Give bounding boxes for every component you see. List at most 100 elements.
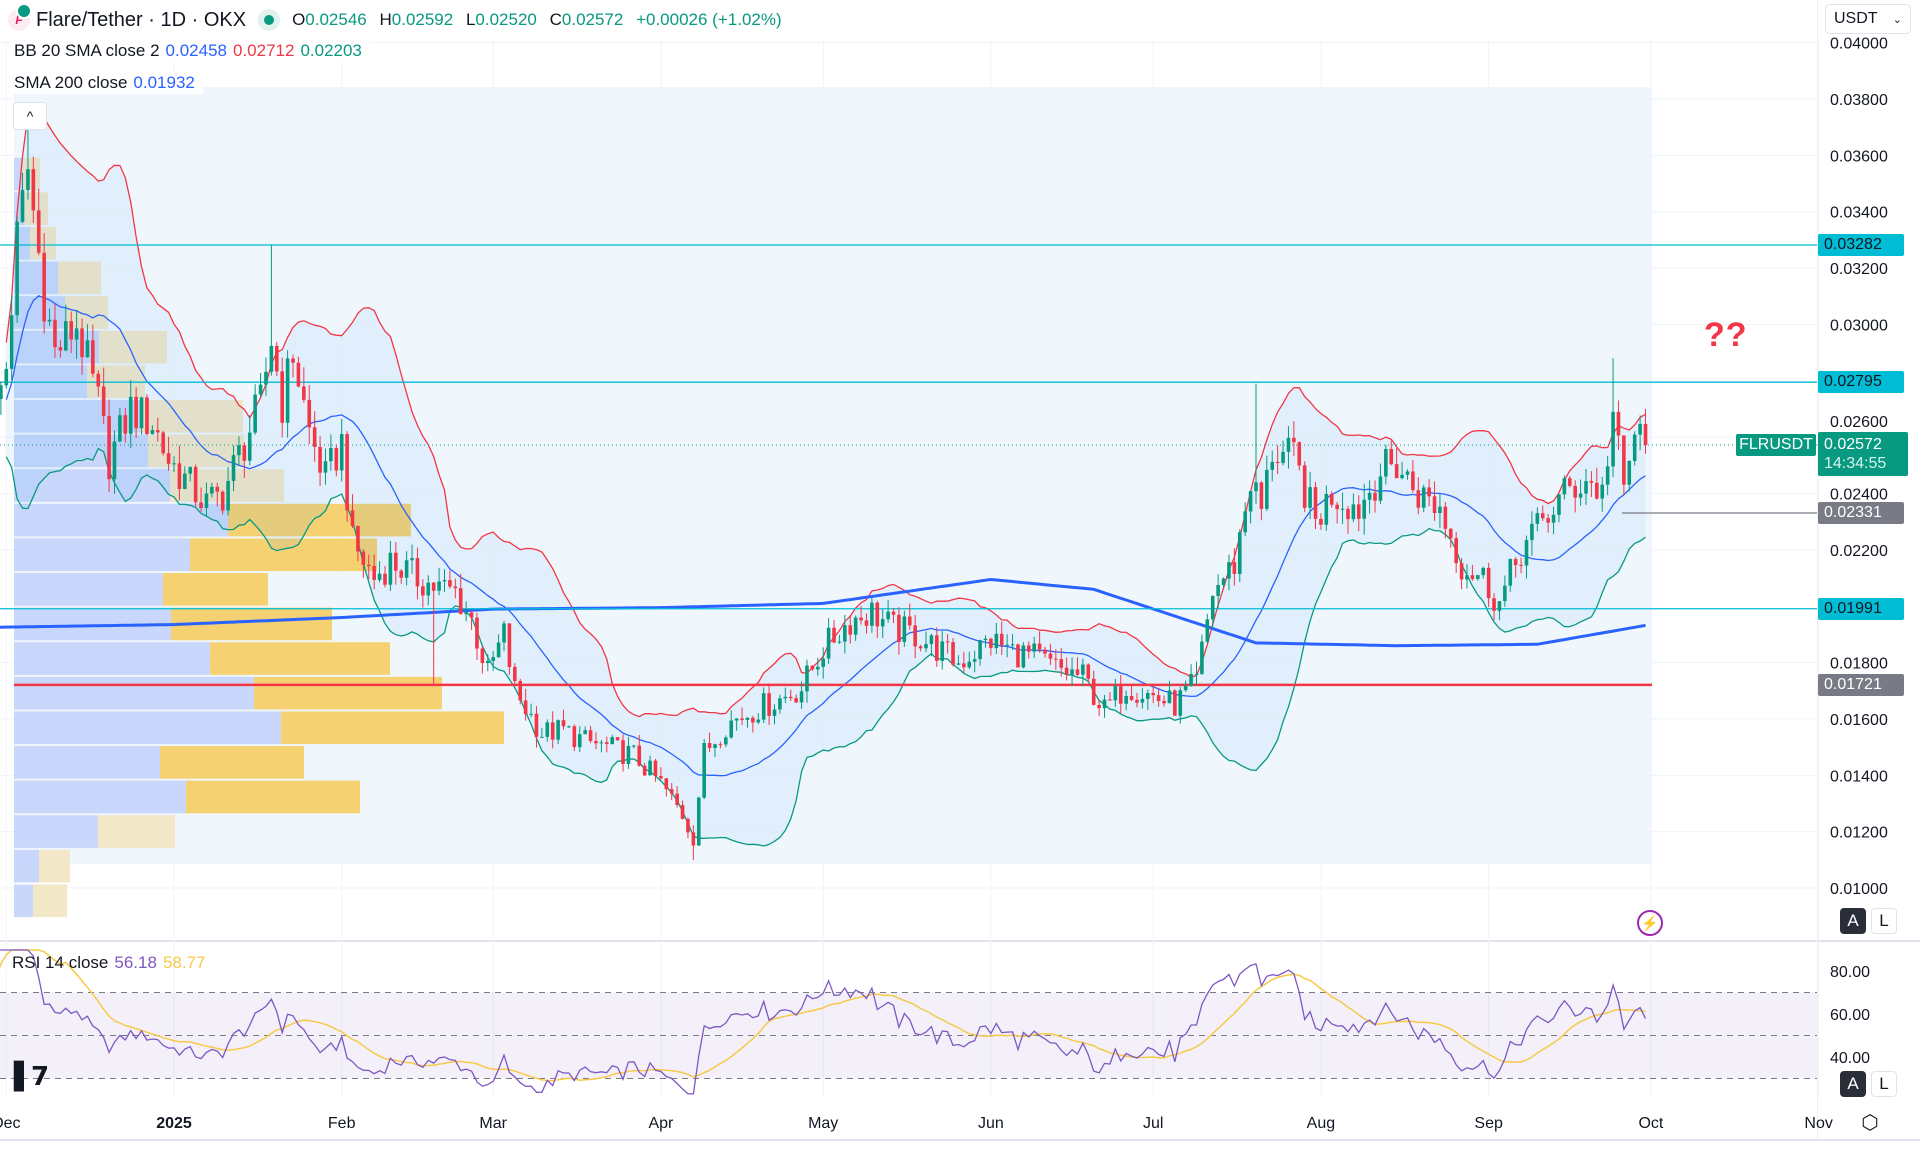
candle-body	[1005, 644, 1009, 646]
candle-body	[253, 394, 257, 433]
log-scale-button[interactable]: L	[1871, 908, 1897, 934]
symbol-title[interactable]: Flare/Tether · 1D · OKX	[36, 8, 247, 31]
symbol-header: F Flare/Tether · 1D · OKX O0.02546 H0.02…	[8, 3, 790, 36]
bb-basis-line	[5, 295, 1646, 777]
candle-body	[1508, 559, 1513, 586]
candle-body	[155, 430, 160, 433]
price-level-label: 0.02795	[1818, 371, 1904, 394]
volume-profile-buy-bar	[14, 503, 228, 537]
candle-body	[1302, 465, 1307, 508]
candle-body	[280, 371, 284, 423]
currency-select[interactable]: USDT ⌄	[1825, 4, 1911, 34]
candle-body	[193, 466, 198, 503]
candle-body	[940, 641, 945, 661]
rsi-log-scale-button[interactable]: L	[1871, 1071, 1897, 1097]
candle-body	[907, 616, 912, 626]
candle-body	[404, 560, 409, 578]
candle-body	[556, 720, 560, 740]
candle-body	[1346, 508, 1350, 520]
candle-body	[610, 737, 615, 745]
sma-legend[interactable]: SMA 200 close 0.01932	[12, 72, 203, 94]
candle-body	[172, 463, 176, 465]
candle-body	[945, 641, 950, 643]
candle-body	[989, 638, 993, 649]
time-axis-tick: Apr	[648, 1115, 674, 1132]
candle-body	[134, 396, 138, 429]
candle-body	[891, 611, 896, 615]
candle-body	[410, 558, 414, 561]
collapse-legend-button[interactable]: ^	[13, 102, 47, 130]
candle-body	[1221, 578, 1226, 586]
candle-body	[377, 573, 382, 580]
candle-body	[1216, 585, 1220, 597]
candle-body	[1632, 434, 1637, 462]
candle-body	[1535, 513, 1540, 524]
candle-body	[767, 693, 771, 716]
candle-body	[1470, 575, 1475, 579]
candle-body	[799, 691, 804, 703]
volume-profile-sell-bar	[228, 503, 411, 537]
candle-body	[177, 463, 182, 489]
candle-body	[1292, 437, 1296, 443]
candle-body	[215, 486, 220, 492]
candle-body	[80, 328, 84, 358]
candle-body	[269, 345, 274, 372]
candle-body	[204, 493, 209, 509]
candle-body	[1010, 644, 1015, 646]
candle-body	[805, 665, 809, 692]
tradingview-logo[interactable]: ▌7	[14, 1062, 49, 1092]
candle-body	[1210, 596, 1215, 620]
candle-body	[664, 778, 669, 790]
candle-body	[1124, 695, 1128, 704]
candle-body	[1286, 437, 1291, 452]
candle-body	[702, 743, 706, 798]
change-value: +0.00026 (+1.02%)	[636, 10, 782, 29]
candle-body	[1454, 538, 1458, 564]
rsi-ma-value: 58.77	[162, 953, 206, 972]
candle-body	[426, 582, 431, 596]
rsi-auto-scale-button[interactable]: A	[1840, 1071, 1866, 1097]
rsi-axis-tick: 80.00	[1830, 964, 1870, 981]
candle-body	[507, 623, 512, 667]
candle-body	[724, 737, 728, 745]
candle-body	[615, 737, 620, 741]
candle-body	[1416, 490, 1421, 508]
volume-profile-buy-bar	[14, 746, 160, 779]
bar-countdown: 14:34:55	[1824, 455, 1887, 472]
candle-body	[1405, 471, 1410, 475]
lightning-icon[interactable]: ⚡	[1637, 910, 1663, 936]
price-axis-tick: 0.01600	[1830, 712, 1888, 729]
market-open-icon	[258, 9, 281, 31]
candle-body	[31, 169, 36, 211]
candle-body	[1054, 658, 1058, 660]
candle-body	[285, 358, 290, 423]
candle-body	[437, 581, 441, 591]
rsi-legend[interactable]: RSI 14 close 56.18 58.77	[12, 953, 211, 973]
candle-body	[1275, 461, 1280, 464]
candle-body	[421, 586, 425, 596]
price-axis-tick: 0.02600	[1830, 414, 1888, 431]
candle-body	[210, 486, 214, 494]
rsi-ma-line	[0, 949, 1646, 1082]
settings-icon[interactable]: ⬡	[1861, 1111, 1879, 1134]
candle-body	[642, 765, 647, 776]
open-label: O	[292, 10, 306, 29]
candle-body	[1113, 686, 1118, 701]
candle-body	[880, 619, 885, 627]
candle-body	[1622, 435, 1626, 485]
time-axis-tick: Feb	[328, 1115, 356, 1132]
volume-profile-buy-bar	[14, 157, 22, 191]
candle-body	[258, 384, 263, 395]
candle-body	[837, 641, 842, 643]
rsi-line	[0, 949, 1647, 1095]
auto-scale-button[interactable]: A	[1840, 908, 1866, 934]
bb-legend[interactable]: BB 20 SMA close 2 0.02458 0.02712 0.02203	[12, 40, 370, 62]
candle-body	[4, 368, 9, 386]
time-axis-tick: Mar	[479, 1115, 507, 1132]
volume-profile-buy-bar	[14, 469, 170, 502]
candle-body	[1254, 482, 1258, 492]
candle-body	[1584, 481, 1588, 494]
candle-body	[648, 760, 652, 776]
candle-body	[913, 625, 917, 647]
